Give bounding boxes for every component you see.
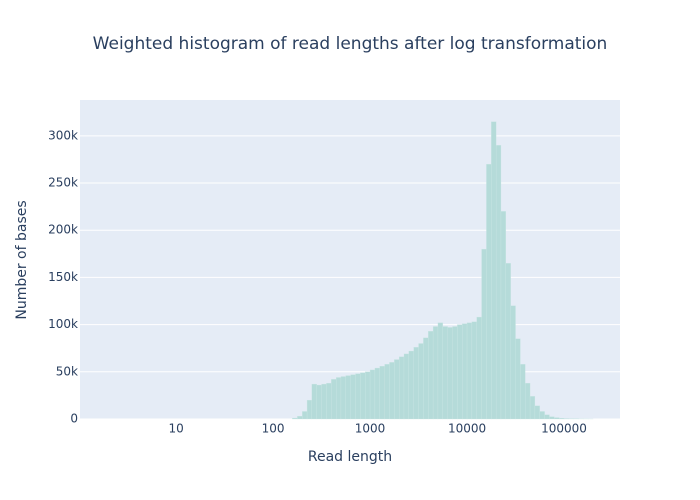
- bar: [311, 383, 317, 420]
- y-tick-label: 50k: [56, 364, 78, 378]
- bar: [302, 411, 308, 420]
- bar: [394, 359, 400, 420]
- y-tick-label: 0: [70, 412, 78, 426]
- bar: [544, 414, 550, 420]
- bar: [326, 382, 332, 420]
- bar: [369, 369, 376, 420]
- bar: [384, 364, 390, 420]
- bar: [399, 356, 405, 420]
- bar: [534, 405, 540, 420]
- bar: [365, 371, 371, 420]
- bar: [379, 365, 385, 420]
- x-tick-label: 1000: [355, 422, 386, 436]
- bar: [549, 416, 555, 420]
- y-tick-label: 150k: [48, 270, 78, 284]
- bar: [500, 211, 506, 420]
- bar: [559, 418, 565, 420]
- bar: [447, 327, 453, 420]
- bar: [491, 121, 497, 420]
- bar: [345, 375, 351, 420]
- bar: [360, 372, 366, 420]
- bar: [515, 338, 521, 420]
- plot-area: [80, 100, 620, 419]
- bar: [481, 248, 487, 420]
- bar: [297, 416, 303, 420]
- bar: [428, 331, 434, 420]
- bar: [350, 374, 356, 420]
- bar: [418, 343, 424, 420]
- bar: [403, 353, 410, 420]
- bar: [476, 316, 482, 420]
- bar: [505, 263, 511, 420]
- y-tick-label: 100k: [48, 317, 78, 331]
- bar: [554, 417, 560, 420]
- bar: [457, 324, 463, 420]
- x-tick-label: 100: [262, 422, 285, 436]
- x-axis-title: Read length: [308, 449, 392, 465]
- chart-title: Weighted histogram of read lengths after…: [93, 34, 608, 54]
- bar: [452, 326, 458, 420]
- bar: [316, 384, 322, 420]
- bar: [340, 376, 346, 420]
- bar: [336, 377, 342, 420]
- bar: [525, 382, 531, 420]
- y-tick-label: 300k: [48, 128, 78, 142]
- bar: [413, 347, 419, 420]
- bar: [374, 367, 380, 420]
- bar: [471, 321, 477, 420]
- bar: [495, 145, 502, 420]
- bar: [442, 326, 448, 420]
- x-tick-label: 10: [168, 422, 183, 436]
- y-axis-title: Number of bases: [14, 200, 30, 319]
- bar: [486, 164, 492, 420]
- bar: [321, 383, 327, 420]
- bar: [423, 337, 429, 420]
- y-tick-label: 200k: [48, 223, 78, 237]
- bar: [529, 396, 536, 420]
- bar: [389, 362, 395, 420]
- bar: [466, 322, 473, 420]
- bar: [432, 326, 439, 420]
- bar: [355, 373, 361, 420]
- bar: [539, 411, 545, 420]
- x-tick-label: 100000: [541, 422, 587, 436]
- bar: [408, 350, 414, 420]
- bar: [462, 323, 468, 420]
- y-tick-label: 250k: [48, 176, 78, 190]
- x-tick-label: 10000: [448, 422, 486, 436]
- bar: [437, 322, 443, 420]
- bar: [331, 379, 337, 420]
- bar: [292, 417, 298, 420]
- bar: [306, 399, 313, 420]
- bar: [510, 305, 516, 420]
- bar: [520, 364, 526, 420]
